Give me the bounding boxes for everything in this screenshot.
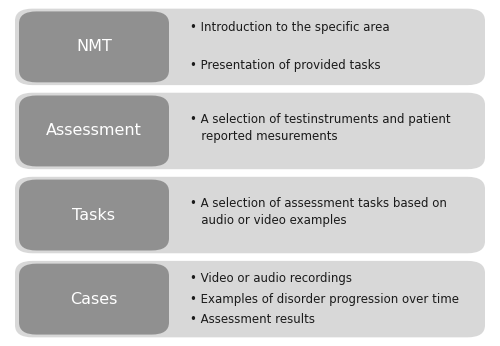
Text: • Video or audio recordings: • Video or audio recordings — [190, 272, 352, 285]
Text: Cases: Cases — [70, 292, 118, 307]
FancyBboxPatch shape — [15, 261, 485, 337]
Text: • A selection of assessment tasks based on
   audio or video examples: • A selection of assessment tasks based … — [190, 197, 447, 227]
Text: Assessment: Assessment — [46, 124, 142, 138]
Text: NMT: NMT — [76, 39, 112, 54]
Text: • Presentation of provided tasks: • Presentation of provided tasks — [190, 60, 380, 73]
Text: • Assessment results: • Assessment results — [190, 313, 315, 326]
Text: • Introduction to the specific area: • Introduction to the specific area — [190, 21, 390, 34]
FancyBboxPatch shape — [19, 95, 169, 166]
FancyBboxPatch shape — [19, 11, 169, 82]
FancyBboxPatch shape — [19, 264, 169, 335]
Text: • A selection of testinstruments and patient
   reported mesurements: • A selection of testinstruments and pat… — [190, 113, 450, 143]
FancyBboxPatch shape — [15, 93, 485, 169]
FancyBboxPatch shape — [15, 9, 485, 85]
Text: Tasks: Tasks — [72, 208, 116, 222]
FancyBboxPatch shape — [15, 177, 485, 253]
FancyBboxPatch shape — [19, 180, 169, 251]
Text: • Examples of disorder progression over time: • Examples of disorder progression over … — [190, 293, 459, 306]
